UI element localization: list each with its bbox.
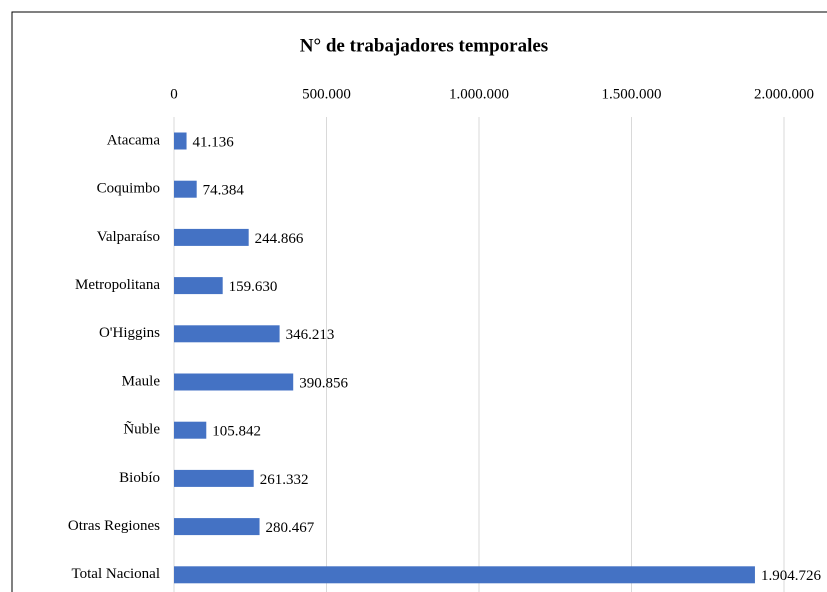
y-tick-label: Biobío	[119, 470, 160, 486]
bar	[174, 518, 260, 536]
y-tick-label: O'Higgins	[99, 325, 160, 341]
x-tick-label: 0	[170, 86, 178, 102]
data-label: 159.630	[229, 279, 278, 295]
data-label: 1.904.726	[761, 568, 822, 584]
data-label: 105.842	[212, 424, 261, 440]
y-tick-label: Maule	[122, 373, 161, 389]
bar	[174, 421, 207, 439]
data-label: 261.332	[260, 472, 309, 488]
y-tick-label: Valparaíso	[97, 229, 160, 245]
bar	[174, 277, 223, 295]
y-tick-label: Total Nacional	[72, 566, 161, 582]
data-label: 244.866	[255, 231, 304, 247]
bar	[174, 132, 187, 150]
y-tick-label: Coquimbo	[97, 181, 160, 197]
x-tick-label: 1.000.000	[449, 86, 509, 102]
x-tick-label: 2.000.000	[754, 86, 814, 102]
data-label: 390.856	[299, 375, 348, 391]
data-label: 280.467	[266, 520, 315, 536]
y-tick-label: Ñuble	[123, 422, 160, 438]
bar	[174, 180, 197, 198]
y-tick-label: Atacama	[107, 132, 161, 148]
bar	[174, 325, 280, 343]
bar	[174, 373, 294, 391]
bar	[174, 566, 755, 584]
y-tick-label: Otras Regiones	[68, 518, 160, 534]
x-tick-label: 500.000	[302, 86, 351, 102]
data-label: 74.384	[203, 183, 245, 199]
x-tick-label: 1.500.000	[602, 86, 662, 102]
data-label: 346.213	[286, 327, 335, 343]
bar	[174, 469, 254, 487]
bar	[174, 228, 249, 246]
data-label: 41.136	[193, 134, 235, 150]
chart-title: N° de trabajadores temporales	[300, 35, 548, 56]
chart-frame	[11, 11, 827, 592]
y-tick-label: Metropolitana	[75, 277, 160, 293]
